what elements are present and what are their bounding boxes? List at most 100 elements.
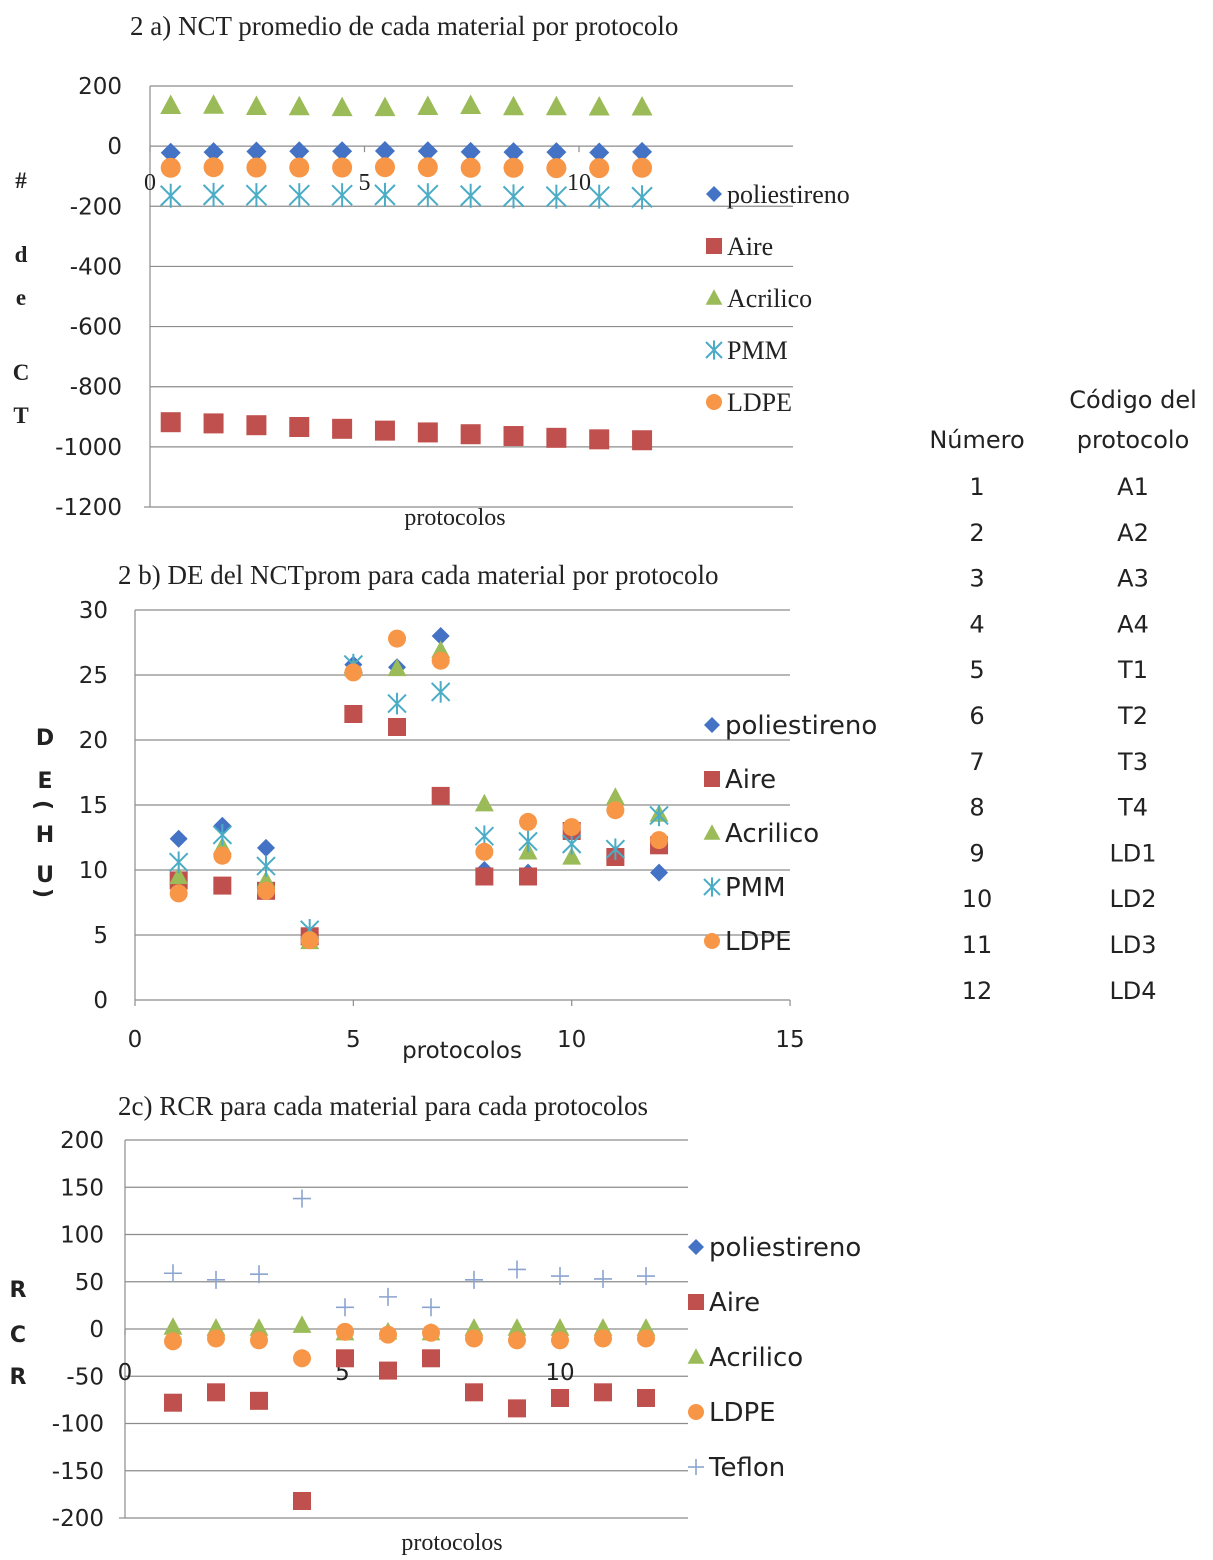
data-point-aire bbox=[336, 1349, 354, 1368]
data-point-aire bbox=[475, 867, 494, 886]
y-tick-label: 15 bbox=[79, 793, 108, 819]
legend-marker-poliestireno bbox=[704, 717, 720, 733]
data-point-poliestireno bbox=[431, 627, 450, 645]
data-point-ldpe bbox=[519, 812, 538, 831]
table-cell-codigo: T1 bbox=[1117, 656, 1148, 684]
data-point-aire bbox=[422, 1349, 440, 1368]
legend-marker-pmm bbox=[703, 877, 721, 897]
table-cell-codigo: A4 bbox=[1117, 610, 1149, 638]
data-point-pmm bbox=[518, 830, 538, 853]
data-point-acrilico bbox=[507, 1318, 527, 1336]
data-point-ldpe bbox=[332, 157, 353, 178]
data-point-ldpe bbox=[551, 1331, 569, 1350]
data-point-ldpe bbox=[164, 1332, 182, 1351]
data-point-aire bbox=[250, 1391, 268, 1410]
chart-a-data-points bbox=[160, 94, 653, 451]
data-point-ldpe bbox=[257, 881, 276, 900]
data-point-ldpe bbox=[336, 1322, 354, 1341]
data-point-acrilico bbox=[203, 94, 225, 114]
legend-label: PMM bbox=[725, 873, 786, 903]
data-point-ldpe bbox=[422, 1323, 440, 1342]
table-cell-numero: 10 bbox=[962, 885, 993, 913]
data-point-pmm bbox=[502, 184, 525, 209]
y-tick-label: 200 bbox=[60, 1128, 104, 1154]
x-tick-label: 0 bbox=[118, 1360, 133, 1386]
table-header-protocolo: protocolo bbox=[1077, 426, 1190, 454]
data-point-acrilico bbox=[288, 95, 310, 116]
data-point-pmm bbox=[202, 182, 225, 207]
data-point-aire bbox=[551, 1388, 569, 1407]
x-tick-label: 15 bbox=[775, 1027, 804, 1053]
data-point-poliestireno bbox=[332, 141, 353, 162]
x-tick-label: 10 bbox=[567, 170, 591, 196]
protocol-table: Código del Número protocolo 1 A1 2 A2 3 A3 4 A4… bbox=[929, 386, 1196, 1005]
data-point-aire bbox=[465, 1383, 483, 1402]
data-point-aire bbox=[344, 705, 363, 723]
data-point-aire bbox=[417, 422, 438, 443]
data-point-aire bbox=[546, 427, 567, 448]
data-point-ldpe bbox=[465, 1329, 483, 1348]
data-point-teflon bbox=[637, 1267, 655, 1286]
chart-b-de-nctprom: 2 b) DE del NCTprom para cada material p… bbox=[30, 560, 877, 1064]
legend-marker-poliestireno bbox=[688, 1239, 704, 1255]
y-tick-label: -200 bbox=[52, 1506, 104, 1532]
data-point-pmm bbox=[288, 183, 310, 208]
data-point-acrilico bbox=[374, 96, 396, 117]
y-tick-label: 20 bbox=[79, 728, 108, 754]
data-point-acrilico bbox=[387, 658, 407, 677]
data-point-pmm bbox=[212, 824, 233, 846]
table-cell-numero: 9 bbox=[969, 839, 984, 867]
data-point-aire bbox=[160, 412, 181, 433]
table-cell-codigo: LD1 bbox=[1109, 839, 1156, 867]
data-point-aire bbox=[289, 417, 310, 438]
data-point-pmm bbox=[160, 183, 182, 208]
data-point-aire bbox=[460, 424, 481, 445]
legend-marker-aire bbox=[706, 238, 722, 254]
data-point-pmm bbox=[588, 184, 610, 209]
y-tick-label: -800 bbox=[70, 375, 122, 401]
data-point-ldpe bbox=[503, 157, 524, 178]
y-tick-label: -1200 bbox=[55, 495, 122, 521]
data-point-acrilico bbox=[417, 95, 439, 115]
legend-marker-acrilico bbox=[703, 824, 721, 840]
data-point-aire bbox=[213, 876, 232, 895]
data-point-poliestireno bbox=[160, 142, 181, 163]
y-tick-label: -200 bbox=[70, 194, 122, 220]
data-point-ldpe bbox=[289, 157, 310, 178]
legend-marker-ldpe bbox=[706, 394, 722, 410]
table-cell-numero: 8 bbox=[969, 794, 984, 822]
chart-a-legend: poliestireno Aire Acrilico PMM LDPE bbox=[705, 180, 850, 417]
data-point-acrilico bbox=[562, 847, 582, 865]
y-axis-label-letter: T bbox=[13, 403, 28, 428]
table-cell-codigo: LD4 bbox=[1109, 977, 1156, 1005]
y-axis-label-letter: C bbox=[10, 1323, 26, 1348]
y-tick-label: 0 bbox=[93, 988, 108, 1014]
table-header-numero: Número bbox=[929, 426, 1024, 454]
legend-label: Teflon bbox=[708, 1453, 785, 1483]
legend-label: Acrilico bbox=[727, 284, 812, 313]
legend-label: poliestireno bbox=[725, 711, 877, 741]
y-axis-label-letter: e bbox=[16, 285, 26, 310]
data-point-poliestireno bbox=[203, 142, 224, 163]
data-point-poliestireno bbox=[503, 142, 524, 163]
data-point-pmm bbox=[561, 833, 582, 855]
data-point-ldpe bbox=[169, 884, 188, 903]
legend-label: Aire bbox=[709, 1288, 760, 1318]
data-point-ldpe bbox=[344, 663, 363, 682]
data-point-ldpe bbox=[160, 157, 181, 178]
data-point-aire bbox=[293, 1491, 311, 1510]
table-cell-numero: 12 bbox=[962, 977, 993, 1005]
data-point-poliestireno bbox=[257, 838, 276, 857]
table-cell-codigo: LD2 bbox=[1109, 885, 1156, 913]
chart-c-y-tick-labels: 200 150 100 50 0 -50 -100 -150 -200 bbox=[52, 1128, 104, 1532]
chart-a-x-axis-label: protocolos bbox=[404, 505, 505, 531]
legend-label: poliestireno bbox=[727, 180, 850, 209]
y-axis-label-letter: R bbox=[10, 1278, 27, 1303]
data-point-aire bbox=[519, 867, 538, 886]
table-rows: 1 A1 2 A2 3 A3 4 A4 5 T1 6 T2 7 T3 8 T4 9 LD1 10 LD2 11 LD3 12… bbox=[962, 473, 1157, 1005]
legend-marker-poliestireno bbox=[706, 186, 722, 202]
data-point-acrilico bbox=[163, 1317, 183, 1335]
data-point-aire bbox=[637, 1388, 655, 1407]
y-axis-label-letter: D bbox=[36, 726, 54, 751]
